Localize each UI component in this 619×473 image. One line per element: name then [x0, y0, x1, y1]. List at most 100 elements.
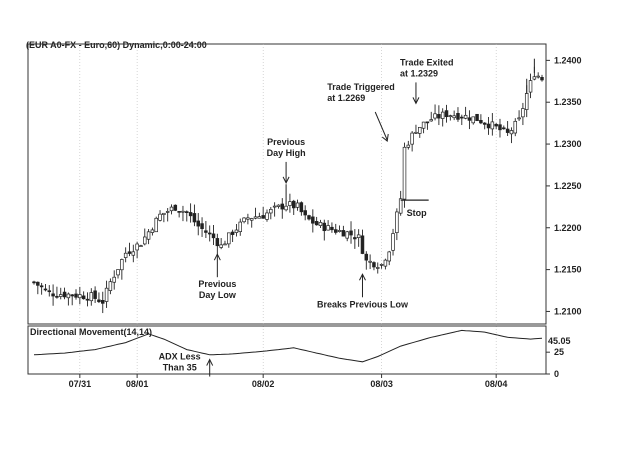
- candle-body: [414, 131, 418, 134]
- candle: [509, 127, 514, 144]
- candle-body: [32, 281, 36, 284]
- candle: [505, 121, 510, 136]
- x-axis-ticks: 07/31 08/01 08/02 08/03 08/04: [69, 374, 507, 389]
- candle: [349, 221, 353, 244]
- candle: [406, 140, 411, 150]
- candle-body: [353, 237, 357, 240]
- candle-body: [177, 211, 181, 213]
- candle-body: [398, 198, 403, 214]
- x-tick-label: 08/02: [252, 379, 275, 389]
- candle: [284, 202, 288, 212]
- candle-body: [139, 245, 143, 247]
- candle-body: [238, 221, 243, 232]
- candle: [200, 217, 204, 237]
- candle: [223, 240, 227, 246]
- candle-body: [253, 216, 258, 219]
- candle-body: [349, 230, 353, 236]
- candle: [116, 269, 120, 279]
- candle: [104, 280, 109, 308]
- candle: [479, 114, 483, 125]
- candle: [280, 198, 285, 219]
- candle: [249, 217, 254, 228]
- candle: [395, 208, 399, 241]
- candle: [66, 292, 71, 306]
- candle-body: [150, 229, 155, 233]
- candle: [463, 106, 468, 120]
- candle-body: [498, 124, 502, 131]
- candle: [204, 220, 208, 239]
- x-tick-label: 08/01: [126, 379, 149, 389]
- candle: [452, 110, 456, 121]
- candle-body: [440, 111, 445, 119]
- candle: [154, 216, 158, 233]
- candle: [93, 286, 97, 303]
- annotation-text-line: Previous: [267, 137, 305, 147]
- candle-body: [227, 232, 231, 245]
- candle: [383, 258, 388, 270]
- candle-body: [62, 291, 67, 298]
- candle: [185, 210, 189, 222]
- candle: [360, 229, 365, 255]
- candle-body: [234, 229, 239, 233]
- candle-body: [387, 251, 391, 262]
- annotation-text-line: at 1.2269: [327, 93, 365, 103]
- candle: [429, 111, 433, 122]
- candle-body: [337, 230, 342, 232]
- indicator-annotation-text: Than 35: [163, 363, 197, 373]
- candle-body: [311, 216, 315, 224]
- candle-body: [486, 123, 491, 129]
- indicator-annotation-arrowhead: [206, 358, 214, 366]
- candle: [391, 228, 395, 256]
- candles: [32, 58, 544, 314]
- candle: [540, 74, 544, 82]
- candle: [78, 286, 82, 305]
- candle-body: [448, 115, 453, 117]
- candle: [299, 201, 304, 216]
- candle-body: [482, 122, 487, 125]
- candle: [425, 121, 430, 130]
- candle: [188, 203, 193, 223]
- adx-line: [33, 329, 543, 363]
- candle: [482, 122, 487, 130]
- annotation-arrowhead: [381, 133, 389, 142]
- candle: [471, 116, 475, 125]
- candle-body: [196, 220, 200, 227]
- candle: [356, 229, 361, 247]
- candle: [58, 287, 63, 300]
- candle-body: [326, 225, 330, 231]
- indicator-border: [27, 325, 547, 375]
- candle: [227, 232, 231, 248]
- candle-body: [341, 230, 346, 237]
- annotation-arrow: [374, 111, 388, 141]
- candle: [437, 105, 441, 126]
- candle: [295, 199, 300, 211]
- candle-body: [528, 80, 533, 93]
- annotation-text-line: Day High: [267, 148, 306, 158]
- candle: [181, 205, 185, 222]
- candle-body: [456, 113, 460, 120]
- candle: [162, 212, 166, 223]
- candle-body: [47, 290, 52, 293]
- candle-body: [257, 216, 262, 219]
- candle: [418, 126, 422, 138]
- candle-body: [322, 222, 327, 232]
- candle-body: [78, 294, 82, 299]
- candle: [272, 202, 277, 217]
- annotation-breaks-prev-low: Breaks Previous Low: [317, 273, 409, 309]
- candle-body: [540, 77, 544, 81]
- candle-body: [101, 300, 105, 304]
- candle-body: [162, 212, 166, 215]
- annotation-text-line: Breaks Previous Low: [317, 299, 409, 309]
- candle: [333, 223, 338, 235]
- indicator-value-label: 45.05: [548, 336, 571, 346]
- candle: [139, 244, 143, 247]
- candle: [467, 110, 472, 130]
- candle-body: [116, 269, 120, 276]
- candle: [120, 258, 124, 280]
- y-axis-ticks: 1.2400 1.2350 1.2300 1.2250 1.2200 1.2150 1.21…: [546, 55, 582, 316]
- candle-body: [521, 108, 525, 118]
- candle-body: [146, 231, 151, 240]
